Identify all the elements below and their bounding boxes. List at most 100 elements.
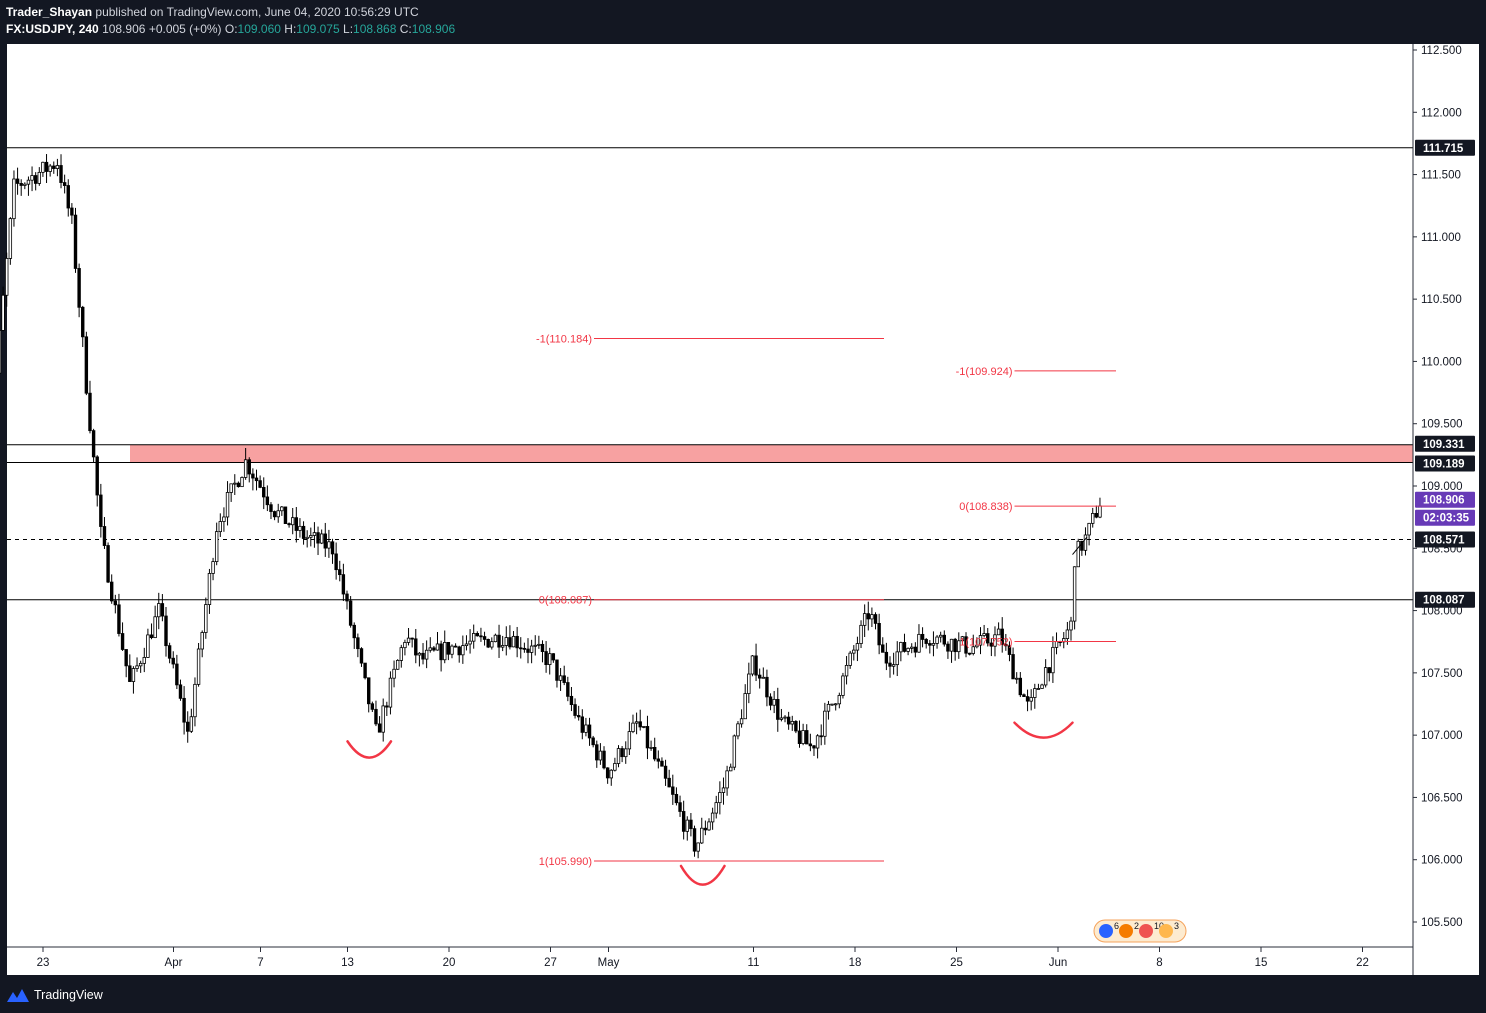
author-name[interactable]: Trader_Shayan	[6, 5, 93, 19]
trend-line[interactable]	[1072, 536, 1088, 555]
candle-body	[700, 827, 704, 844]
candle-body	[88, 392, 92, 432]
level-price-tag: 111.715	[1423, 143, 1464, 155]
candle-body	[761, 676, 765, 679]
candle-body	[776, 698, 780, 720]
candle-body	[881, 644, 885, 653]
candle-body	[739, 718, 744, 725]
price-tick-label: 111.500	[1421, 170, 1461, 182]
high-value: 109.075	[296, 22, 340, 36]
candle-body	[562, 675, 566, 683]
candle-body	[1091, 513, 1095, 524]
event-flag-icon[interactable]	[1159, 924, 1173, 938]
time-axis[interactable]: 23 Apr 7 13 20 27 May 11 18 25 Jun 8 15 22	[37, 947, 1369, 969]
candle-body	[84, 336, 89, 394]
candle-body	[374, 708, 378, 725]
interval-label[interactable]: 240	[78, 22, 99, 36]
candle-body	[1072, 566, 1077, 622]
candle-body	[102, 526, 107, 546]
time-tick-label: 15	[1255, 957, 1268, 969]
level-price-tag: 108.571	[1423, 534, 1465, 546]
candle-body	[870, 614, 874, 620]
candle-body	[1007, 645, 1012, 655]
tradingview-brand[interactable]: TradingView	[34, 988, 103, 1002]
candle-body	[214, 531, 219, 562]
candle-body	[696, 842, 700, 852]
pattern-arc[interactable]	[1013, 721, 1074, 739]
price-tick-label: 107.000	[1421, 730, 1463, 742]
candle-body	[381, 705, 385, 733]
candle-body	[855, 643, 860, 651]
zone-top-price-tag: 109.331	[1423, 439, 1465, 451]
candle-body	[276, 510, 280, 518]
candle-body	[290, 517, 295, 526]
tradingview-logo-icon[interactable]	[7, 986, 29, 1002]
candle-body	[110, 581, 114, 602]
candle-body	[642, 726, 646, 728]
candle-body	[128, 665, 132, 682]
pattern-arc[interactable]	[346, 740, 393, 759]
event-flag-icon[interactable]	[1099, 924, 1113, 938]
candle-body	[993, 634, 997, 647]
candle-body	[924, 639, 928, 644]
candle-body	[566, 682, 570, 697]
candle-body	[146, 634, 150, 658]
time-tick-label: 20	[443, 957, 456, 969]
symbol-name[interactable]: FX:USDJPY	[6, 22, 73, 36]
candle-body	[819, 735, 823, 738]
candle-body	[486, 639, 490, 648]
candle-body	[587, 724, 592, 739]
candle-body	[1043, 667, 1048, 686]
candle-body	[406, 637, 411, 643]
pattern-arc[interactable]	[679, 864, 726, 886]
candle-body	[457, 646, 461, 656]
candle-body	[120, 633, 125, 650]
candle-body	[584, 724, 588, 733]
candle-body	[504, 637, 508, 646]
candle-body	[1022, 694, 1026, 697]
candle-body	[497, 634, 501, 648]
candle-body	[884, 651, 889, 664]
resistance-zone[interactable]	[130, 444, 1413, 463]
candle-body	[978, 635, 983, 646]
price-axis[interactable]: 105.500 106.000 106.500 107.000 107.500 108.0…	[1413, 45, 1463, 929]
candle-body	[754, 655, 758, 676]
candle-body	[508, 637, 512, 648]
candle-body	[624, 748, 628, 758]
event-count: 3	[1174, 921, 1179, 931]
level-price-tag-bg	[1415, 139, 1475, 156]
candle-body	[138, 662, 143, 667]
candle-body	[935, 636, 939, 644]
candle-body	[348, 600, 353, 626]
publish-line: Trader_Shayan published on TradingView.c…	[6, 5, 419, 19]
fib-level-label: 1(105.990)	[539, 856, 592, 868]
event-flag-icon[interactable]	[1139, 924, 1153, 938]
price-tick-label: 107.500	[1421, 668, 1463, 680]
candle-body	[218, 521, 222, 533]
candle-body	[189, 716, 194, 732]
price-tick-label: 105.500	[1421, 917, 1463, 929]
candle-body	[873, 614, 878, 624]
candle-body	[964, 636, 968, 654]
candle-body	[703, 827, 708, 831]
candle-body	[62, 182, 67, 186]
price-tick-label: 106.000	[1421, 855, 1463, 867]
candle-body	[395, 660, 400, 670]
candle-body	[656, 758, 661, 762]
candle-body	[421, 652, 425, 660]
candlestick-chart[interactable]: -1(110.184) 0(108.087) 1(105.990) -1(109.92…	[0, 44, 1486, 975]
candle-body	[783, 716, 787, 719]
candle-body	[424, 649, 429, 660]
candle-body	[736, 723, 740, 737]
chart-header: Trader_Shayan published on TradingView.c…	[0, 0, 1486, 44]
zone-bottom-price-tag: 109.189	[1423, 458, 1465, 470]
candle-body	[996, 628, 1001, 636]
candle-body	[352, 624, 356, 639]
candle-body	[1069, 620, 1073, 631]
candle-body	[385, 705, 389, 708]
candle-body	[826, 703, 831, 712]
candle-body	[834, 703, 838, 706]
candle-body	[743, 693, 747, 720]
event-flag-icon[interactable]	[1119, 924, 1133, 938]
candle-body	[461, 645, 465, 656]
